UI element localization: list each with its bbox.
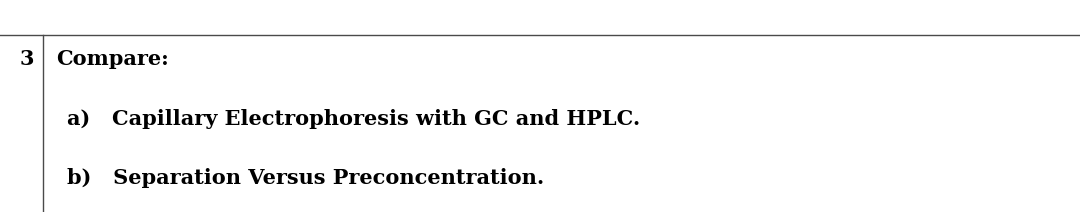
Text: Compare:: Compare: (56, 49, 168, 69)
Text: 3: 3 (19, 49, 35, 69)
Text: a)   Capillary Electrophoresis with GC and HPLC.: a) Capillary Electrophoresis with GC and… (67, 109, 640, 129)
Text: b)   Separation Versus Preconcentration.: b) Separation Versus Preconcentration. (67, 168, 544, 188)
